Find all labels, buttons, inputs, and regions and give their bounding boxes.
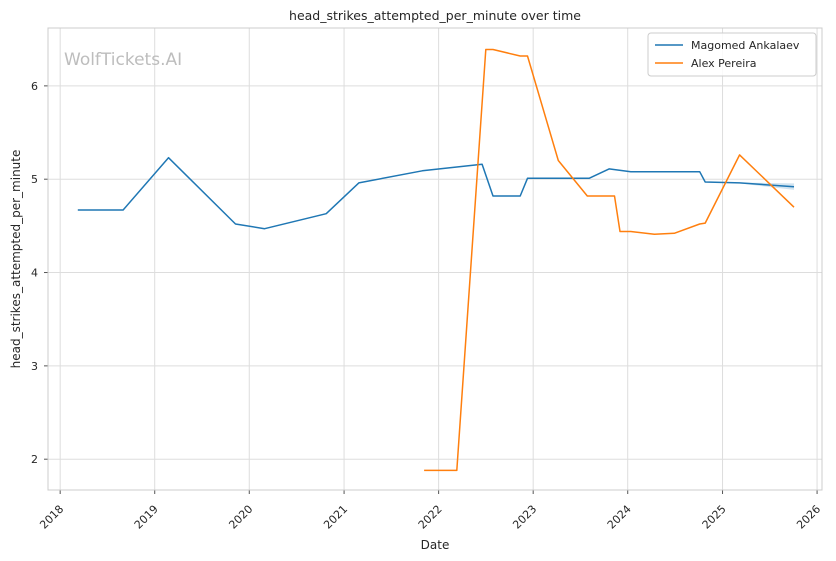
x-tick-label-2024: 2024 — [605, 503, 634, 532]
legend-box — [647, 32, 817, 77]
x-tick-label-2025: 2025 — [700, 503, 729, 532]
chart-title: head_strikes_attempted_per_minute over t… — [289, 8, 581, 23]
y-tick-label-4: 4 — [31, 267, 38, 280]
plot-frame — [47, 27, 823, 491]
series-line-alex-pereira — [424, 48, 795, 472]
y-tick-label-6: 6 — [31, 80, 38, 93]
legend-label-magomed-ankalaev: Magomed Ankalaev — [691, 39, 800, 52]
x-tick-label-2023: 2023 — [510, 503, 539, 532]
grid — [44, 28, 822, 494]
x-tick-label-2022: 2022 — [416, 503, 445, 532]
y-tick-label-5: 5 — [31, 173, 38, 186]
y-axis-label: head_strikes_attempted_per_minute — [9, 150, 23, 369]
watermark-text: WolfTickets.AI — [64, 50, 182, 70]
y-tick-label-3: 3 — [31, 360, 38, 373]
x-tick-label-2018: 2018 — [37, 503, 66, 532]
x-tick-label-2026: 2026 — [794, 503, 823, 532]
y-tick-labels: 2 3 4 5 6 — [31, 80, 38, 466]
legend-label-alex-pereira: Alex Pereira — [691, 57, 757, 70]
x-tick-label-2019: 2019 — [132, 503, 161, 532]
series-lines — [77, 48, 795, 472]
x-axis-label: Date — [421, 538, 450, 552]
y-tick-label-2: 2 — [31, 453, 38, 466]
x-tick-labels: 2018 2019 2020 2021 2022 2023 2024 2025 2026 — [37, 503, 823, 532]
x-tick-label-2020: 2020 — [226, 503, 255, 532]
legend: Magomed Ankalaev Alex Pereira — [647, 32, 817, 77]
x-tick-label-2021: 2021 — [321, 503, 350, 532]
series-line-magomed-ankalaev — [77, 156, 795, 230]
